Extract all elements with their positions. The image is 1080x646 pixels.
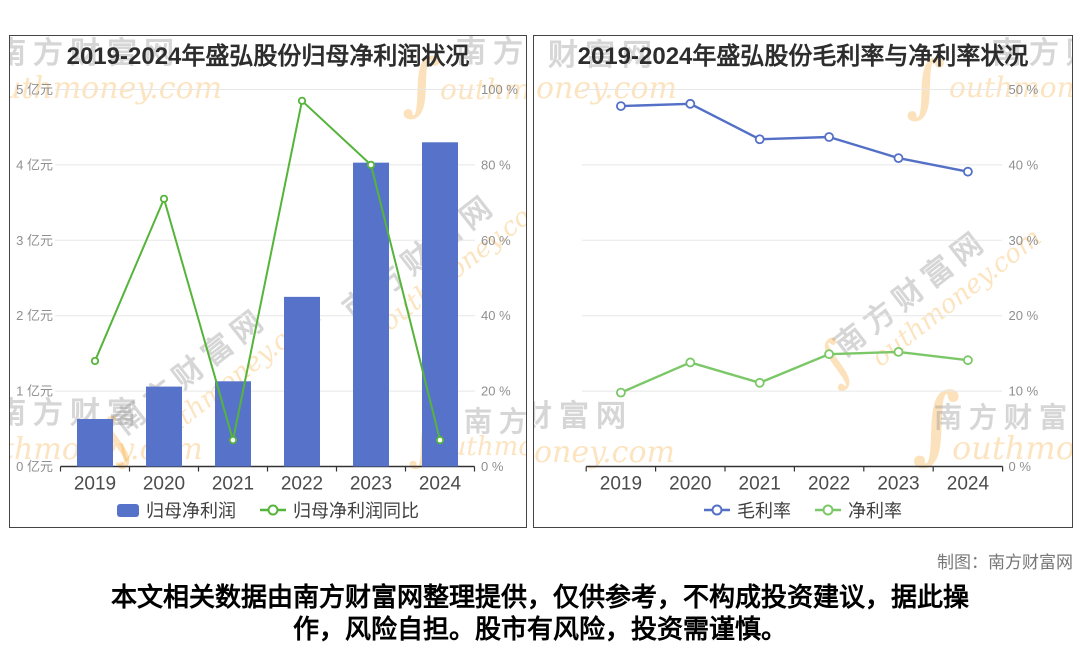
point-gross_margin-2024 (962, 166, 973, 177)
y-axis-label-right: 40 % (481, 308, 511, 323)
line-net_margin (620, 350, 969, 394)
x-axis-label-2021: 2021 (739, 474, 781, 495)
y-axis-label-right: 60 % (481, 233, 511, 248)
chart-panel-net-profit: 南方财富网 uthmoney.com 南方财富网 ∫ outhmoney.com… (9, 35, 527, 528)
x-axis-label-2019: 2019 (74, 474, 116, 495)
point-yoy-2021 (228, 436, 238, 445)
y-axis-label-right: 30 % (1009, 233, 1039, 248)
x-axis-label-2023: 2023 (350, 474, 392, 495)
y-axis-label-left: 2 亿元 (16, 308, 53, 323)
x-axis-label-2022: 2022 (281, 474, 323, 495)
legend-circle (822, 504, 834, 516)
y-axis-label-left: 4 亿元 (16, 157, 53, 172)
legend-circle (711, 504, 723, 516)
point-yoy-2022 (297, 96, 307, 105)
y-axis-label-right: 20 % (481, 384, 511, 399)
y-axis-label-right: 50 % (1009, 82, 1039, 97)
net-profit-chart: 5 亿元 4 亿元 3 亿元 2 亿元 1 亿元 0 亿元 100 % 80 % 60 % 40 … (16, 82, 518, 495)
y-axis-label-left: 0 亿元 (16, 459, 53, 474)
bar-net_profit-2022 (284, 296, 320, 467)
x-axis-label-2023: 2023 (877, 474, 919, 495)
legend-item-yoy: 归母净利润同比 (260, 497, 419, 523)
legend-label: 归母净利润 (146, 501, 236, 521)
legend-label: 净利率 (848, 501, 902, 521)
point-net_margin-2023 (893, 346, 904, 357)
x-axis-label-2020: 2020 (143, 474, 185, 495)
bar-net_profit-2020 (146, 386, 182, 467)
x-axis-label-2024: 2024 (419, 474, 462, 495)
y-axis-label-left: 5 亿元 (16, 82, 53, 97)
chart-title-net-profit: 2019-2024年盛弘股份归母净利润状况 (66, 43, 470, 70)
legend-line-circle-icon (704, 504, 730, 516)
legend-line-circle-icon (815, 504, 841, 516)
legend-item-net_margin: 净利率 (815, 497, 902, 523)
point-net_margin-2019 (616, 387, 626, 398)
point-gross_margin-2019 (616, 101, 626, 111)
legend-line-circle-icon (260, 504, 286, 516)
bar-net_profit-2024 (422, 142, 458, 467)
y-axis-label-left: 3 亿元 (16, 233, 53, 248)
disclaimer-line-1: 本文相关数据由南方财富网整理提供，仅供参考，不构成投资建议，据此操 (110, 582, 969, 612)
x-axis-label-2020: 2020 (669, 474, 711, 495)
point-yoy-2024 (435, 436, 445, 445)
point-gross_margin-2022 (824, 132, 835, 142)
y-axis-label-right: 0 % (481, 459, 504, 474)
y-axis-label-right: 10 % (1009, 384, 1039, 399)
margins-chart-legend: 毛利率 净利率 (534, 497, 1072, 523)
y-axis-label-right: 20 % (1009, 308, 1039, 323)
legend-label: 毛利率 (737, 501, 791, 521)
x-axis-label-2019: 2019 (600, 474, 642, 495)
line-gross_margin (620, 102, 969, 173)
x-axis-label-2021: 2021 (212, 474, 254, 495)
legend-circle (267, 504, 279, 516)
y-axis-label-right: 0 % (1009, 459, 1032, 474)
bar-net_profit-2023 (353, 162, 389, 467)
x-axis-label-2022: 2022 (808, 474, 850, 495)
point-net_margin-2024 (962, 355, 973, 366)
y-axis-label-right: 80 % (481, 157, 511, 172)
legend-item-gross_margin: 毛利率 (704, 497, 791, 523)
y-axis-label-right: 40 % (1009, 157, 1039, 172)
bar-net_profit-2019 (77, 418, 113, 467)
point-yoy-2020 (159, 194, 169, 203)
net-profit-chart-legend: 归母净利润 归母净利润同比 (10, 497, 526, 523)
chart-title-margins: 2019-2024年盛弘股份毛利率与净利率状况 (577, 43, 1029, 70)
point-yoy-2019 (90, 356, 100, 366)
legend-label: 归母净利润同比 (293, 501, 419, 521)
disclaimer-text: 本文相关数据由南方财富网整理提供，仅供参考，不构成投资建议，据此操 作，风险自担… (0, 581, 1080, 645)
disclaimer-line-2: 作，风险自担。股市有风险，投资需谨慎。 (292, 614, 787, 644)
x-axis-label-2024: 2024 (947, 474, 990, 495)
legend-swatch-icon (117, 503, 139, 517)
point-net_margin-2021 (754, 377, 765, 388)
y-axis-label-right: 100 % (481, 82, 518, 97)
point-gross_margin-2023 (893, 153, 904, 164)
chart-panel-margins: 财富网 oney.com ∫ outhmoney.com 南方财富网 南方财富网… (533, 35, 1073, 528)
point-gross_margin-2020 (685, 98, 696, 109)
margins-chart: 50 % 40 % 30 % 20 % 10 % 0 % 2019 2020 2021 2022 2… (582, 82, 1039, 495)
legend-item-net_profit: 归母净利润 (117, 497, 236, 523)
point-gross_margin-2021 (754, 134, 765, 145)
point-net_margin-2020 (685, 357, 696, 368)
line-yoy (94, 99, 441, 442)
y-axis-label-left: 1 亿元 (16, 384, 53, 399)
point-net_margin-2022 (824, 349, 835, 360)
point-yoy-2023 (366, 160, 376, 169)
credit-label: 制图：南方财富网 (937, 553, 1073, 572)
